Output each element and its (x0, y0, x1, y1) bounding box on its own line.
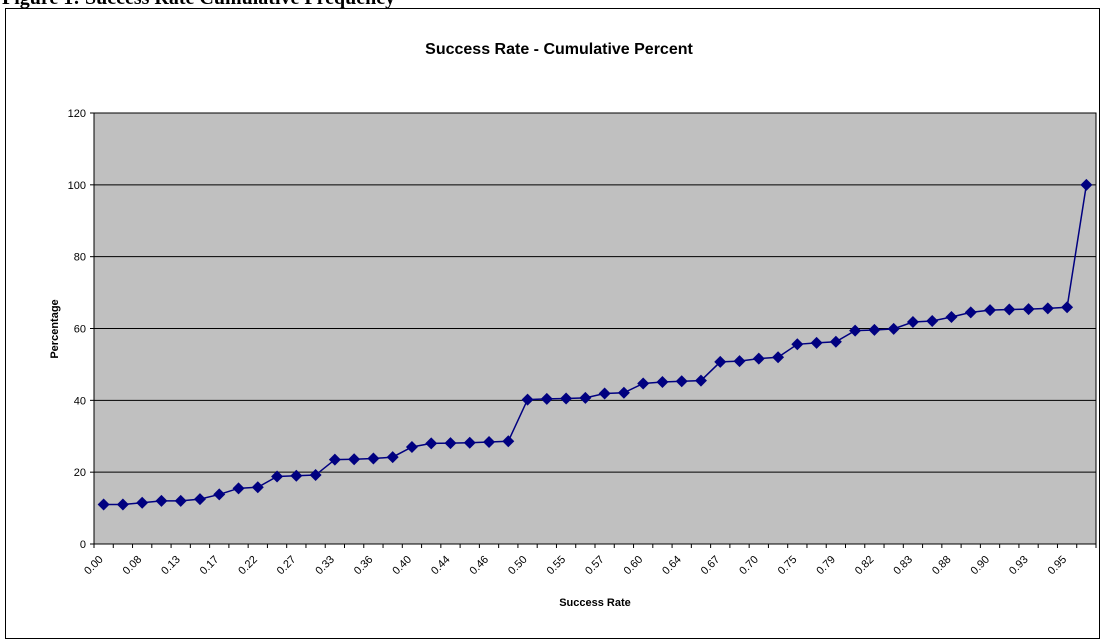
x-tick-label: 0.57 (583, 554, 607, 578)
data-point-marker (367, 452, 380, 465)
x-tick-label: 0.44 (429, 554, 453, 578)
document-heading-fragment: Figure 1: Success Rate Cumulative Freque… (2, 0, 395, 10)
chart-title: Success Rate - Cumulative Percent (425, 41, 693, 58)
data-point-marker (521, 393, 534, 406)
chart-frame: Success Rate - Cumulative Percent 0 20 40 6… (5, 8, 1100, 639)
data-point-marker (637, 377, 650, 390)
data-point-marker (1061, 301, 1074, 314)
x-tick-label: 0.17 (198, 554, 222, 578)
x-tick-label: 0.40 (390, 554, 414, 578)
data-point-marker (752, 352, 765, 365)
data-point-marker (887, 322, 900, 335)
x-tick-label: 0.36 (352, 554, 376, 578)
data-point-marker (598, 387, 611, 400)
x-tick-label: 0.55 (545, 554, 569, 578)
data-point-marker (926, 314, 939, 327)
data-point-marker (425, 437, 438, 450)
x-tick-label: 0.90 (969, 554, 993, 578)
x-tick-label: 0.70 (737, 554, 761, 578)
data-point-marker (714, 355, 727, 368)
x-tick-label: 0.75 (776, 554, 800, 578)
data-point-marker (945, 311, 958, 324)
x-tick-label: 0.83 (891, 554, 915, 578)
data-point-marker (483, 435, 496, 448)
data-point-marker (694, 374, 707, 387)
data-point-marker (829, 335, 842, 348)
data-point-marker (675, 375, 688, 388)
y-tick-label: 0 (80, 539, 86, 551)
x-tick-label: 0.33 (313, 554, 337, 578)
data-point-marker (1041, 302, 1054, 315)
data-point-marker (868, 323, 881, 336)
gridlines (94, 184, 1096, 473)
data-point-marker (849, 324, 862, 337)
data-point-marker (405, 441, 418, 454)
data-point-marker (116, 498, 129, 511)
series-line (103, 184, 1088, 506)
data-point-marker (232, 482, 245, 495)
x-tick-label: 0.64 (660, 554, 684, 578)
data-point-marker (444, 437, 457, 450)
data-point-marker (348, 453, 361, 466)
data-point-marker (155, 494, 168, 507)
data-point-marker (964, 306, 977, 319)
data-point-marker (810, 336, 823, 349)
x-tick-label: 0.46 (468, 554, 492, 578)
series-markers (97, 178, 1093, 511)
data-point-marker (733, 355, 746, 368)
data-point-marker (309, 469, 322, 482)
y-tick-label: 60 (74, 324, 86, 336)
x-tick-label: 0.88 (930, 554, 954, 578)
y-tick-label: 100 (68, 180, 86, 192)
x-tick-label: 0.08 (121, 554, 145, 578)
data-point-marker (213, 488, 226, 501)
x-tick-label: 0.67 (699, 554, 723, 578)
y-tick-label: 120 (68, 108, 86, 120)
data-point-marker (906, 316, 919, 329)
data-point-marker (136, 496, 149, 509)
data-point-marker (772, 351, 785, 364)
data-point-marker (617, 386, 630, 399)
data-point-marker (656, 376, 669, 389)
y-axis-ticks: 0 20 40 60 80 100 120 (68, 108, 94, 551)
data-point-marker (1003, 303, 1016, 316)
data-point-marker (271, 470, 284, 483)
data-point-marker (1022, 303, 1035, 316)
data-point-marker (791, 338, 804, 351)
data-point-marker (984, 304, 997, 317)
x-tick-label: 0.60 (622, 554, 646, 578)
data-point-marker (290, 469, 303, 482)
data-point-marker (97, 498, 110, 511)
x-axis-ticks: 0.00 0.08 0.13 0.17 0.22 0.27 0.33 0.36 0.40 0.44… (82, 544, 1097, 578)
x-tick-label: 0.93 (1007, 554, 1031, 578)
x-axis-title: Success Rate (559, 597, 631, 609)
data-point-marker (540, 392, 553, 405)
data-point-marker (386, 451, 399, 464)
x-tick-label: 0.95 (1046, 554, 1070, 578)
y-tick-label: 40 (74, 395, 86, 407)
data-point-marker (579, 391, 592, 404)
x-tick-label: 0.00 (82, 554, 106, 578)
x-tick-label: 0.82 (853, 554, 877, 578)
data-point-marker (502, 435, 515, 448)
x-tick-label: 0.22 (236, 554, 260, 578)
y-axis-title: Percentage (49, 299, 61, 358)
x-tick-label: 0.27 (275, 554, 299, 578)
x-tick-label: 0.79 (814, 554, 838, 578)
data-point-marker (560, 392, 573, 405)
data-point-marker (463, 436, 476, 449)
data-point-marker (193, 493, 206, 506)
data-point-marker (174, 494, 187, 507)
x-tick-label: 0.13 (159, 554, 183, 578)
y-tick-label: 80 (74, 252, 86, 264)
x-tick-label: 0.50 (506, 554, 530, 578)
y-tick-label: 20 (74, 467, 86, 479)
data-point-marker (328, 453, 341, 466)
data-point-marker (1080, 178, 1093, 191)
data-point-marker (251, 481, 264, 494)
line-chart: Success Rate - Cumulative Percent 0 20 40 6… (49, 41, 1097, 609)
